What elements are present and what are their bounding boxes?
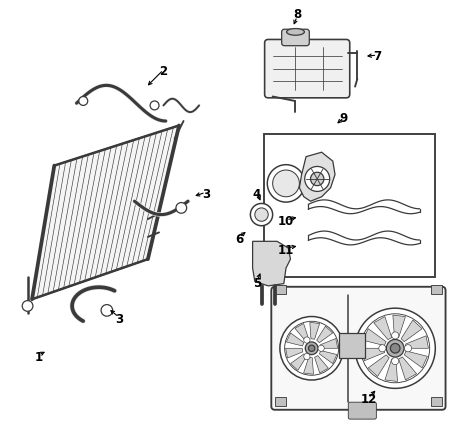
Circle shape bbox=[404, 345, 411, 352]
Circle shape bbox=[79, 97, 88, 105]
Bar bbox=[431, 397, 442, 406]
FancyBboxPatch shape bbox=[348, 402, 376, 419]
Circle shape bbox=[392, 332, 399, 339]
Bar bbox=[431, 285, 442, 294]
Polygon shape bbox=[286, 333, 304, 346]
Circle shape bbox=[391, 343, 400, 353]
Polygon shape bbox=[300, 152, 335, 201]
Circle shape bbox=[392, 358, 399, 365]
Circle shape bbox=[22, 300, 33, 311]
Circle shape bbox=[304, 337, 310, 343]
Polygon shape bbox=[319, 350, 337, 363]
Text: 11: 11 bbox=[278, 244, 294, 257]
Polygon shape bbox=[404, 351, 428, 368]
Circle shape bbox=[101, 304, 113, 316]
Circle shape bbox=[255, 208, 268, 221]
Polygon shape bbox=[32, 126, 179, 299]
Circle shape bbox=[280, 316, 343, 380]
Bar bbox=[338, 333, 365, 358]
Polygon shape bbox=[317, 326, 333, 343]
Text: 10: 10 bbox=[278, 215, 294, 228]
Polygon shape bbox=[368, 355, 389, 376]
Bar bbox=[275, 285, 286, 294]
Circle shape bbox=[250, 203, 273, 226]
Circle shape bbox=[304, 354, 310, 360]
Circle shape bbox=[361, 314, 430, 383]
Polygon shape bbox=[374, 316, 392, 340]
FancyBboxPatch shape bbox=[282, 29, 310, 46]
Circle shape bbox=[305, 166, 330, 191]
Polygon shape bbox=[406, 336, 428, 348]
Text: 8: 8 bbox=[293, 8, 301, 21]
Text: 1: 1 bbox=[35, 351, 43, 364]
Circle shape bbox=[355, 308, 435, 388]
Circle shape bbox=[176, 202, 187, 213]
Polygon shape bbox=[286, 348, 303, 358]
Circle shape bbox=[267, 164, 305, 202]
Polygon shape bbox=[310, 322, 319, 339]
Polygon shape bbox=[363, 329, 386, 346]
Circle shape bbox=[310, 172, 324, 186]
Circle shape bbox=[273, 170, 300, 197]
Text: 5: 5 bbox=[253, 277, 261, 290]
Polygon shape bbox=[303, 357, 313, 374]
Polygon shape bbox=[393, 315, 405, 337]
Polygon shape bbox=[362, 348, 385, 361]
Ellipse shape bbox=[287, 29, 304, 35]
Text: 3: 3 bbox=[202, 188, 210, 201]
Circle shape bbox=[309, 345, 315, 351]
Text: 4: 4 bbox=[253, 188, 261, 201]
Circle shape bbox=[305, 342, 318, 354]
Polygon shape bbox=[295, 324, 309, 341]
FancyBboxPatch shape bbox=[264, 39, 350, 98]
Circle shape bbox=[318, 345, 324, 351]
Polygon shape bbox=[291, 354, 307, 371]
Text: 3: 3 bbox=[115, 313, 123, 326]
Polygon shape bbox=[315, 355, 328, 373]
Bar bbox=[275, 397, 286, 406]
Polygon shape bbox=[401, 320, 422, 342]
Circle shape bbox=[379, 345, 386, 352]
Circle shape bbox=[285, 321, 338, 375]
Polygon shape bbox=[385, 359, 398, 381]
Text: 9: 9 bbox=[340, 112, 348, 125]
Bar bbox=[264, 135, 435, 277]
Polygon shape bbox=[320, 338, 337, 348]
Polygon shape bbox=[399, 357, 417, 380]
Circle shape bbox=[150, 101, 159, 110]
Text: 7: 7 bbox=[374, 50, 382, 63]
Text: 2: 2 bbox=[159, 66, 167, 79]
Polygon shape bbox=[253, 241, 291, 286]
Text: 12: 12 bbox=[360, 393, 376, 406]
Circle shape bbox=[386, 339, 404, 357]
FancyBboxPatch shape bbox=[271, 287, 446, 410]
Text: 6: 6 bbox=[235, 232, 243, 245]
